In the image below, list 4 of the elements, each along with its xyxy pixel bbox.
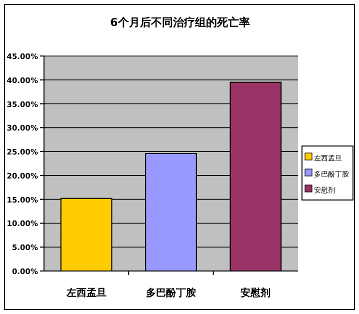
x-tick-label: 左西孟旦 [65, 287, 106, 299]
x-tick-label: 安慰剂 [240, 287, 271, 299]
x-tick-label: 多巴酚丁胺 [146, 287, 196, 299]
chart-title: 6个月后不同治疗组的死亡率 [110, 16, 250, 29]
